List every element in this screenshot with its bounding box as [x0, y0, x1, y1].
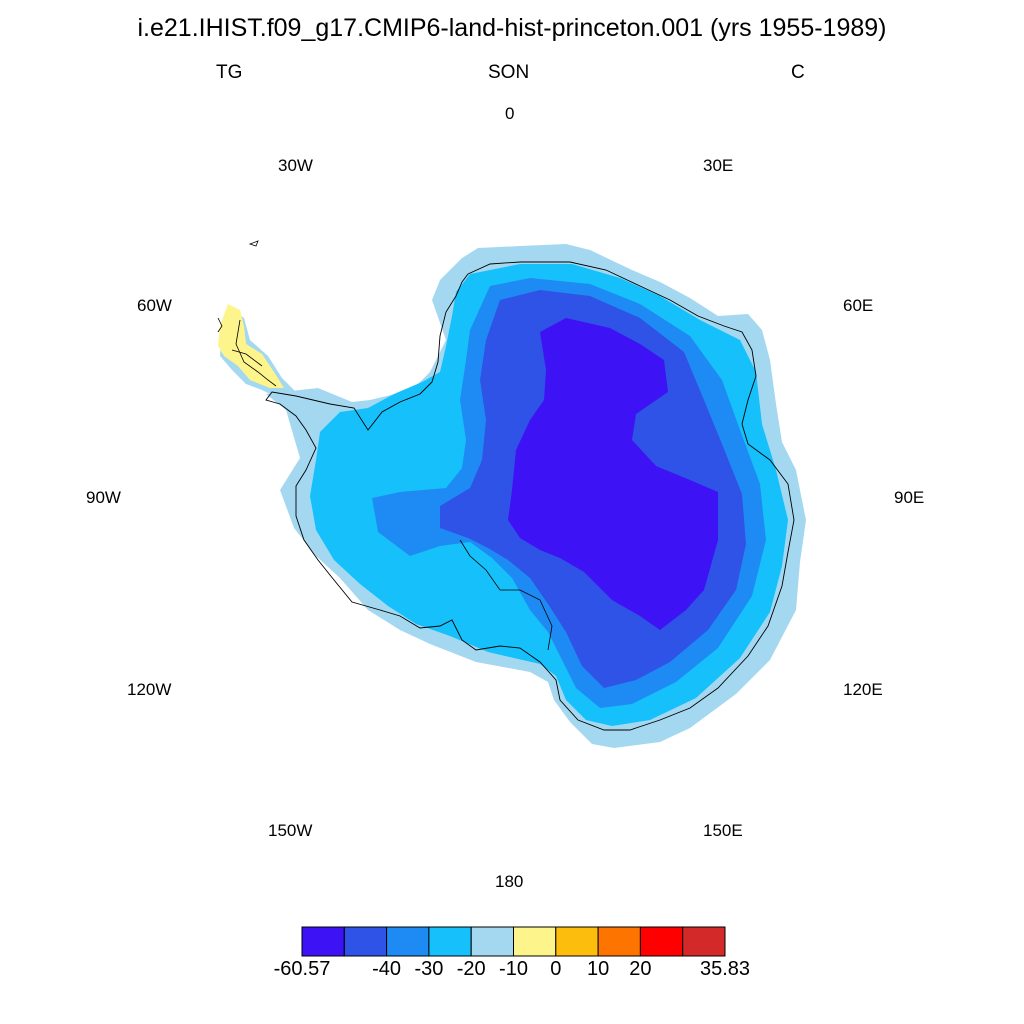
colorbar-label-0: -60.57	[273, 958, 331, 980]
variable-label: TG	[216, 62, 243, 83]
colorbar-label-4: -10	[499, 958, 528, 980]
colorbar-label-8: 35.83	[699, 958, 751, 980]
region-peninsula-warm	[218, 304, 284, 388]
lon-label-180: 180	[495, 872, 524, 891]
colorbar-bin-5	[513, 926, 557, 957]
colorbar-bin-6	[555, 926, 599, 957]
colorbar-bin-7	[597, 926, 641, 957]
coastline-ice-shelf	[459, 539, 553, 651]
plot-title: i.e21.IHIST.f09_g17.CMIP6-land-hist-prin…	[137, 14, 887, 42]
lon-label-60w: 60W	[137, 296, 172, 315]
colorbar-bin-9	[682, 926, 726, 957]
colorbar-label-5: 0	[550, 958, 562, 980]
colorbar-label-1: -40	[372, 958, 402, 980]
colorbar-label-7: 20	[629, 958, 652, 980]
lon-label-120e: 120E	[843, 680, 883, 699]
units-label: C	[791, 62, 805, 83]
colorbar-bin-4	[470, 926, 515, 957]
lon-label-60e: 60E	[843, 296, 874, 315]
lon-label-150w: 150W	[268, 821, 313, 840]
island-outline	[248, 240, 259, 247]
coastline-peninsula	[217, 317, 277, 387]
colorbar-label-3: -20	[456, 958, 486, 980]
colorbar-bin-1	[343, 926, 388, 957]
colorbar-bin-3	[428, 926, 472, 957]
colorbar-bin-0	[301, 926, 345, 957]
colorbar-bin-2	[386, 926, 430, 957]
region-core	[508, 318, 718, 630]
colorbar-bin-8	[639, 926, 684, 957]
season-label: SON	[488, 62, 530, 83]
lon-label-90w: 90W	[86, 488, 121, 507]
colorbar-label-2: -30	[414, 958, 444, 980]
coastline	[265, 261, 795, 731]
lon-label-90e: 90E	[894, 488, 925, 507]
lon-label-30w: 30W	[278, 156, 313, 175]
lon-label-120w: 120W	[127, 680, 172, 699]
lon-label-30e: 30E	[703, 156, 734, 175]
lon-label-0: 0	[505, 104, 515, 123]
colorbar-label-6: 10	[586, 958, 610, 980]
lon-label-150e: 150E	[703, 821, 743, 840]
